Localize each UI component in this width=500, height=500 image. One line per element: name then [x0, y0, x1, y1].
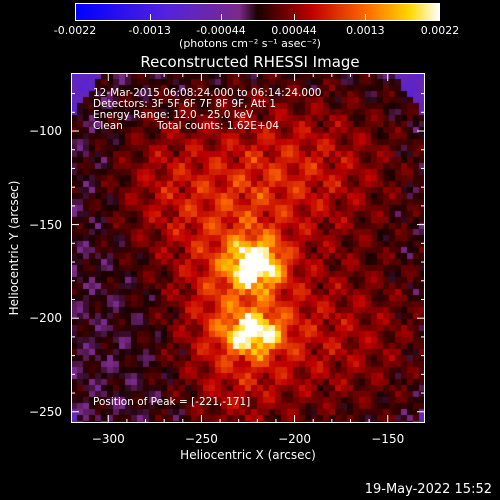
colorbar-tick-label: 0.0013	[346, 24, 385, 37]
colorbar-tick-mark	[365, 14, 367, 21]
colorbar-tick-mark	[221, 14, 222, 21]
colorbar	[75, 3, 440, 21]
peak-position-annotation: Position of Peak = [-221,-171]	[93, 396, 251, 408]
plot-area: 12-Mar-2015 06:08:24.000 to 06:14:24.000…	[71, 73, 425, 423]
x-tick-label: −250	[184, 432, 218, 446]
detectors-annotation: Detectors: 3F 5F 6F 7F 8F 9F, Att 1	[93, 98, 277, 110]
colorbar-tick-label: -0.0022	[53, 24, 97, 37]
plot-frame	[71, 73, 425, 423]
energy-annotation: Energy Range: 12.0 - 25.0 keV	[93, 109, 254, 121]
x-tick-label: −300	[91, 432, 125, 446]
x-axis-label: Heliocentric X (arcsec)	[180, 448, 316, 462]
colorbar-tick-label: 0.00044	[271, 24, 317, 37]
x-tick-label: −200	[278, 432, 312, 446]
colorbar-tick-mark	[149, 14, 151, 21]
y-tick-label: −100	[29, 124, 62, 139]
colorbar-units: (photons cm⁻² s⁻¹ asec⁻²)	[179, 37, 321, 50]
y-tick-label: −200	[29, 311, 62, 326]
footer-date: 19-May-2022 15:52	[364, 482, 492, 497]
y-tick-label: −250	[29, 404, 62, 419]
counts-annotation: Total counts: 1.62E+04	[157, 120, 280, 132]
colorbar-tick-label: 0.0022	[420, 24, 460, 37]
colorbar-tick-label: -0.00044	[196, 24, 246, 37]
time-range-annotation: 12-Mar-2015 06:08:24.000 to 06:14:24.000	[93, 87, 322, 99]
y-axis-label: Heliocentric Y (arcsec)	[7, 180, 21, 316]
heatmap-image	[71, 73, 425, 423]
y-tick-label: −150	[29, 217, 62, 232]
plot-border	[71, 73, 425, 423]
method-annotation: Clean	[93, 120, 123, 132]
chart-title: Reconstructed RHESSI Image	[140, 53, 360, 71]
x-tick-label: −150	[371, 432, 405, 446]
colorbar-tick-mark	[294, 14, 295, 21]
colorbar-tick-label: -0.0013	[128, 24, 171, 37]
